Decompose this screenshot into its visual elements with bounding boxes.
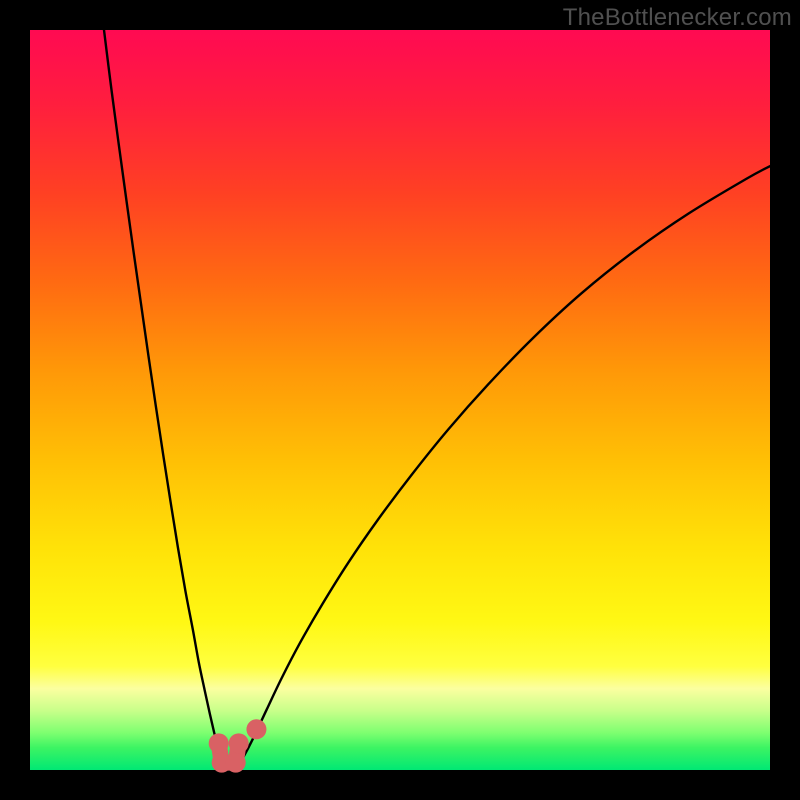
chart-root: TheBottlenecker.com [0, 0, 800, 800]
marker-u-right-top [229, 733, 249, 753]
bottleneck-chart-svg [0, 0, 800, 800]
plot-background [30, 30, 770, 770]
watermark-text: TheBottlenecker.com [563, 4, 792, 32]
marker-u-right-bot [226, 753, 246, 773]
marker-u-left-top [209, 733, 229, 753]
marker-isolated-dot [246, 719, 266, 739]
